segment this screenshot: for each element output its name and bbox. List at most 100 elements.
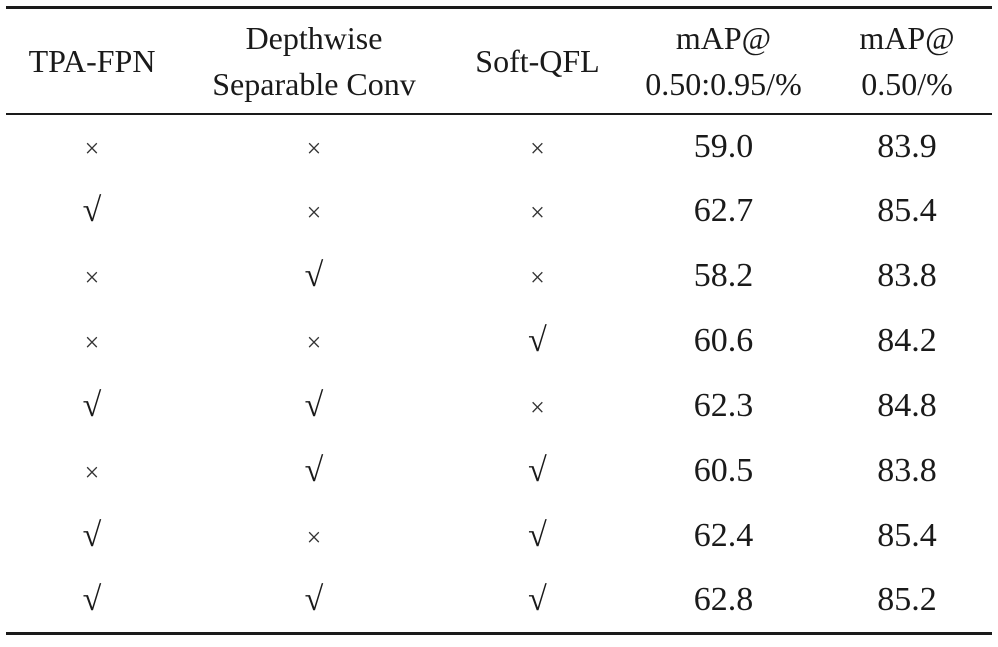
- ablation-table: TPA-FPN Depthwise Separable Conv Soft-QF…: [6, 6, 992, 635]
- cross-mark-icon: ×: [84, 458, 100, 487]
- check-mark-icon: √: [82, 581, 102, 619]
- cell-map-50-95: 60.6: [625, 309, 822, 374]
- check-mark-icon: √: [304, 387, 324, 424]
- cell-soft-qfl: √: [450, 504, 625, 569]
- check-mark-icon: √: [528, 517, 547, 554]
- metric-value: 84.2: [877, 322, 937, 359]
- metric-value: 62.8: [693, 581, 754, 619]
- header-row: TPA-FPN Depthwise Separable Conv Soft-QF…: [6, 7, 992, 114]
- metric-value: 62.4: [693, 517, 754, 554]
- cell-depthwise-separable-conv: ×: [178, 309, 450, 374]
- cross-mark-icon: ×: [530, 198, 545, 227]
- metric-value: 59.0: [693, 127, 754, 165]
- cell-soft-qfl: ×: [450, 374, 625, 439]
- table-row: × × × 59.0 83.9: [6, 114, 992, 179]
- cell-map-50-95: 60.5: [625, 439, 822, 504]
- cell-map-50: 85.2: [822, 569, 992, 634]
- cell-tpa-fpn: √: [6, 374, 178, 439]
- cell-map-50: 84.8: [822, 374, 992, 439]
- header-map-50-95: mAP@ 0.50:0.95/%: [625, 8, 822, 114]
- check-mark-icon: √: [528, 322, 547, 359]
- metric-value: 85.4: [877, 517, 937, 554]
- cell-soft-qfl: ×: [450, 179, 625, 244]
- cell-soft-qfl: √: [450, 309, 625, 374]
- table-body: × × × 59.0 83.9 √ × × 62.7 85.4 × √ × 58.2 83.8 × × √ 60.6…: [6, 114, 992, 634]
- cross-mark-icon: ×: [306, 328, 322, 357]
- cross-mark-icon: ×: [306, 523, 322, 552]
- metric-value: 62.7: [693, 192, 754, 229]
- table-row: √ √ × 62.3 84.8: [6, 374, 992, 439]
- cross-mark-icon: ×: [530, 263, 545, 292]
- cell-map-50-95: 62.8: [625, 569, 822, 634]
- metric-value: 60.5: [693, 452, 754, 489]
- check-mark-icon: √: [528, 452, 547, 489]
- metric-value: 83.8: [877, 257, 937, 294]
- metric-value: 84.8: [877, 387, 937, 424]
- cell-tpa-fpn: ×: [6, 439, 178, 504]
- table-row: √ × √ 62.4 85.4: [6, 504, 992, 569]
- header-map-50-95-line-1: mAP@: [675, 19, 772, 56]
- header-map-50-line-1: mAP@: [859, 19, 955, 56]
- table-row: √ √ √ 62.8 85.2: [6, 569, 992, 634]
- header-tpa-fpn: TPA-FPN: [6, 8, 178, 114]
- cell-soft-qfl: ×: [450, 244, 625, 309]
- table-row: × × √ 60.6 84.2: [6, 309, 992, 374]
- cell-depthwise-separable-conv: √: [178, 569, 450, 634]
- metric-value: 60.6: [693, 322, 754, 359]
- check-mark-icon: √: [82, 517, 102, 554]
- cell-map-50: 83.9: [822, 114, 992, 179]
- cell-map-50-95: 62.4: [625, 504, 822, 569]
- cell-depthwise-separable-conv: √: [178, 374, 450, 439]
- cell-depthwise-separable-conv: ×: [178, 179, 450, 244]
- cell-map-50-95: 62.3: [625, 374, 822, 439]
- cell-tpa-fpn: ×: [6, 244, 178, 309]
- table-row: × √ √ 60.5 83.8: [6, 439, 992, 504]
- cell-map-50: 83.8: [822, 244, 992, 309]
- cell-soft-qfl: √: [450, 439, 625, 504]
- cell-map-50-95: 59.0: [625, 114, 822, 179]
- cell-tpa-fpn: ×: [6, 114, 178, 179]
- cell-depthwise-separable-conv: √: [178, 244, 450, 309]
- check-mark-icon: √: [82, 387, 102, 424]
- check-mark-icon: √: [304, 581, 324, 619]
- header-map-50-line-2: 0.50/%: [861, 65, 953, 102]
- check-mark-icon: √: [528, 581, 547, 619]
- header-soft-qfl: Soft-QFL: [450, 8, 625, 114]
- cell-depthwise-separable-conv: ×: [178, 114, 450, 179]
- metric-value: 58.2: [693, 257, 754, 294]
- header-depthwise-line-2: Separable Conv: [212, 65, 416, 102]
- cross-mark-icon: ×: [84, 328, 100, 357]
- cell-map-50: 84.2: [822, 309, 992, 374]
- header-map-50-95-line-2: 0.50:0.95/%: [645, 65, 802, 102]
- cross-mark-icon: ×: [530, 133, 545, 163]
- cell-map-50: 85.4: [822, 179, 992, 244]
- check-mark-icon: √: [82, 192, 102, 229]
- table-row: √ × × 62.7 85.4: [6, 179, 992, 244]
- cell-tpa-fpn: √: [6, 179, 178, 244]
- cell-map-50: 83.8: [822, 439, 992, 504]
- cell-map-50-95: 58.2: [625, 244, 822, 309]
- cross-mark-icon: ×: [84, 263, 100, 292]
- metric-value: 85.2: [877, 581, 937, 619]
- cell-tpa-fpn: √: [6, 504, 178, 569]
- metric-value: 83.8: [877, 452, 937, 489]
- cell-tpa-fpn: ×: [6, 309, 178, 374]
- check-mark-icon: √: [304, 257, 324, 294]
- cross-mark-icon: ×: [530, 393, 545, 422]
- check-mark-icon: √: [304, 452, 324, 489]
- cell-soft-qfl: √: [450, 569, 625, 634]
- cross-mark-icon: ×: [306, 133, 322, 163]
- cell-tpa-fpn: √: [6, 569, 178, 634]
- cross-mark-icon: ×: [306, 198, 322, 227]
- metric-value: 85.4: [877, 192, 937, 229]
- header-soft-qfl-line-1: Soft-QFL: [475, 42, 600, 79]
- cell-depthwise-separable-conv: √: [178, 439, 450, 504]
- header-tpa-fpn-line-1: TPA-FPN: [28, 42, 156, 79]
- ablation-table-container: TPA-FPN Depthwise Separable Conv Soft-QF…: [6, 6, 992, 635]
- cell-map-50: 85.4: [822, 504, 992, 569]
- header-map-50: mAP@ 0.50/%: [822, 8, 992, 114]
- table-header: TPA-FPN Depthwise Separable Conv Soft-QF…: [6, 7, 992, 114]
- cell-depthwise-separable-conv: ×: [178, 504, 450, 569]
- cell-map-50-95: 62.7: [625, 179, 822, 244]
- cross-mark-icon: ×: [84, 133, 100, 163]
